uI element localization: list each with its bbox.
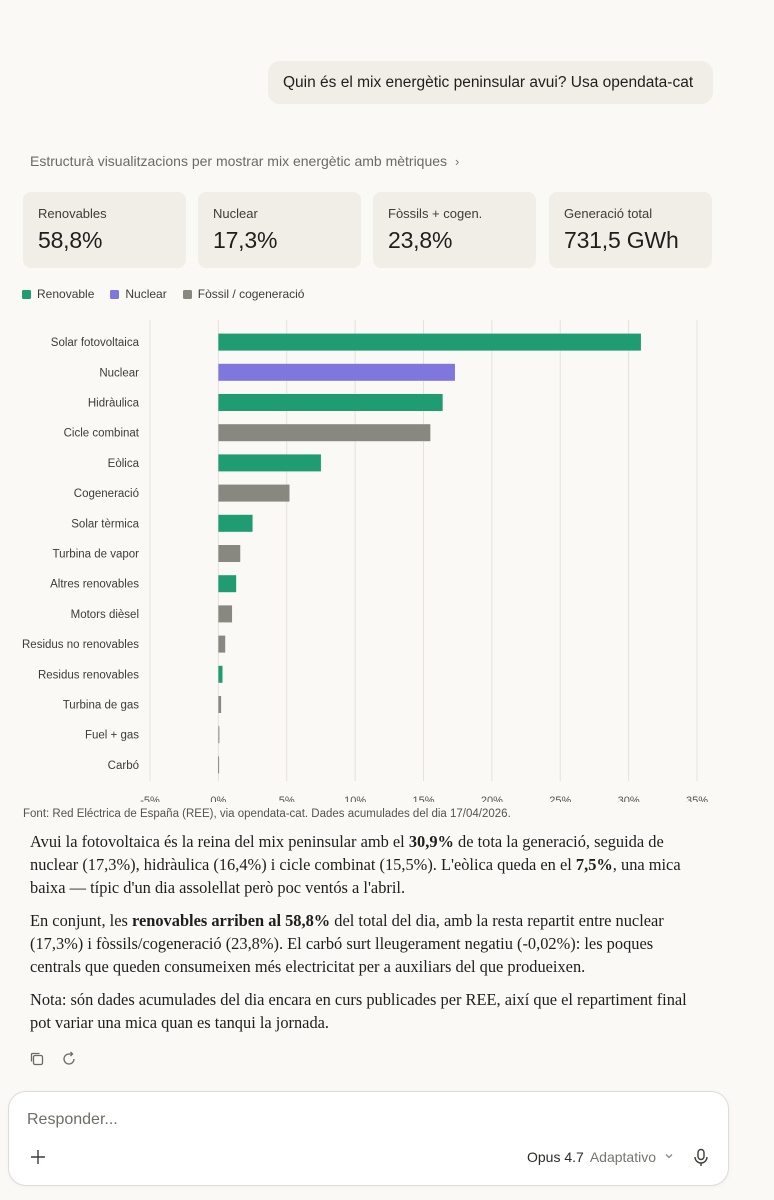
retry-icon[interactable] xyxy=(60,1050,78,1068)
legend-item-nuclear: Nuclear xyxy=(110,287,167,301)
bar xyxy=(218,726,220,744)
category-label: Turbina de gas xyxy=(63,700,140,712)
text-run: del total del dia, amb la resta repartit… xyxy=(30,911,664,976)
metric-value: 23,8% xyxy=(388,227,453,253)
plus-icon[interactable] xyxy=(29,1148,49,1168)
legend-label: Nuclear xyxy=(125,287,167,301)
category-label: Cogeneració xyxy=(74,488,139,500)
text-run: En conjunt, les xyxy=(30,911,132,930)
mic-icon[interactable] xyxy=(693,1148,711,1168)
x-tick-label: 5% xyxy=(279,795,295,802)
category-label: Nuclear xyxy=(99,367,139,379)
x-tick-label: 15% xyxy=(412,795,434,802)
x-tick-label: 10% xyxy=(344,795,366,802)
metric-value: 731,5 GWh xyxy=(564,227,679,253)
metric-card-total-generation: Generació total 731,5 GWh xyxy=(549,192,712,268)
bar xyxy=(218,454,321,472)
bar xyxy=(218,696,222,713)
bar xyxy=(218,363,455,381)
bar xyxy=(218,665,223,683)
metric-label: Fòssils + cogen. xyxy=(388,206,483,221)
thinking-summary[interactable]: Estructurà visualitzacions per mostrar m… xyxy=(30,150,459,172)
message-composer[interactable]: Responder... Opus 4.7 Adaptativo xyxy=(8,1091,729,1186)
category-label: Cicle combinat xyxy=(64,428,140,440)
response-paragraph: Avui la fotovoltaica és la reina del mix… xyxy=(30,830,695,899)
category-label: Solar fotovoltaica xyxy=(51,337,140,349)
legend-swatch xyxy=(110,289,120,299)
metric-value: 58,8% xyxy=(38,227,103,253)
bar xyxy=(218,756,220,774)
metric-label: Nuclear xyxy=(213,206,258,221)
metric-label: Renovables xyxy=(38,206,107,221)
category-label: Altres renovables xyxy=(50,579,139,591)
model-name: Opus 4.7 xyxy=(527,1149,584,1165)
x-tick-label: 0% xyxy=(210,795,226,802)
legend-swatch xyxy=(22,289,31,299)
legend-label: Fòssil / cogeneració xyxy=(197,287,305,301)
x-tick-label: 25% xyxy=(549,795,571,802)
bar xyxy=(218,333,641,351)
category-label: Fuel + gas xyxy=(85,730,139,742)
category-label: Residus no renovables xyxy=(22,639,139,651)
metric-card-nuclear: Nuclear 17,3% xyxy=(198,192,361,268)
chart-legend: Renovable Nuclear Fòssil / cogeneració xyxy=(22,287,304,301)
thinking-summary-text: Estructurà visualitzacions per mostrar m… xyxy=(30,153,448,169)
category-label: Carbó xyxy=(108,760,139,772)
text-run: de tota la generació, seguida de nuclear… xyxy=(30,832,664,874)
legend-label: Renovable xyxy=(37,287,95,301)
text-run: Avui la fotovoltaica és la reina del mix… xyxy=(30,832,409,851)
chart-source-note: Font: Red Eléctrica de España (REE), via… xyxy=(23,808,511,820)
x-tick-label: 30% xyxy=(618,795,640,802)
assistant-response: Avui la fotovoltaica és la reina del mix… xyxy=(30,830,695,1044)
metric-label: Generació total xyxy=(564,206,653,221)
bold-text: 7,5% xyxy=(575,855,613,874)
chevron-down-icon xyxy=(664,1151,674,1164)
bar xyxy=(218,545,241,562)
copy-icon[interactable] xyxy=(28,1050,46,1068)
metric-value: 17,3% xyxy=(213,227,278,253)
category-label: Eòlica xyxy=(108,458,140,470)
legend-item-renewable: Renovable xyxy=(22,287,94,301)
bar xyxy=(218,424,431,442)
bar xyxy=(218,635,226,653)
x-tick-label: 20% xyxy=(481,795,503,802)
bar xyxy=(218,605,233,623)
legend-item-fossil: Fòssil / cogeneració xyxy=(182,287,305,301)
legend-swatch xyxy=(182,289,192,299)
x-tick-label: 35% xyxy=(686,795,708,802)
category-label: Turbina de vapor xyxy=(52,549,139,561)
energy-mix-bar-chart: -5% 0% 5% 10% 15% 20% 25% 30% 35% Solar fotovolta… xyxy=(22,320,708,802)
response-paragraph: Nota: són dades acumulades del dia encar… xyxy=(30,988,695,1034)
model-selector[interactable]: Opus 4.7 Adaptativo xyxy=(527,1149,674,1165)
text-run: , una mica baixa — típic d'un dia assole… xyxy=(30,855,681,897)
category-label: Residus renovables xyxy=(38,669,139,681)
chevron-right-icon: › xyxy=(455,153,460,169)
composer-input[interactable]: Responder... xyxy=(27,1111,118,1128)
metric-card-fossil: Fòssils + cogen. 23,8% xyxy=(373,192,536,268)
category-label: Hidràulica xyxy=(88,398,140,410)
bar xyxy=(218,575,237,593)
bar xyxy=(218,484,290,502)
text-run: Nota: són dades acumulades del dia encar… xyxy=(30,990,687,1032)
bold-text: renovables arriben al 58,8% xyxy=(131,911,331,930)
category-label: Solar tèrmica xyxy=(71,518,139,530)
metric-card-renewables: Renovables 58,8% xyxy=(23,192,186,268)
user-message: Quin és el mix energètic peninsular avui… xyxy=(268,61,713,104)
x-tick-label: -5% xyxy=(140,795,160,802)
response-paragraph: En conjunt, les renovables arriben al 58… xyxy=(30,909,695,978)
bar xyxy=(218,514,253,532)
model-mode: Adaptativo xyxy=(589,1149,656,1165)
bold-text: 30,9% xyxy=(408,832,454,851)
bar xyxy=(218,394,443,411)
category-label: Motors dièsel xyxy=(71,609,139,621)
message-actions xyxy=(28,1050,78,1068)
